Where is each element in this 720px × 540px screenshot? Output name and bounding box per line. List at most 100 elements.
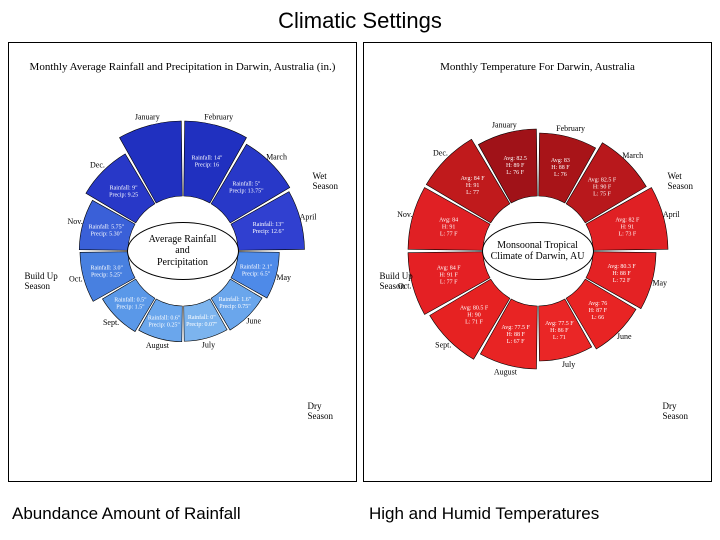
wedge-value: L: 71 [552,335,565,341]
right-panel: Monthly Temperature For Darwin, Australi… [363,42,712,482]
wedge-value: Avg: 76 [588,301,607,307]
month-label: June [616,332,631,341]
wedge-value: H: 88 F [551,165,570,171]
wedge-value: Avg: 84 [439,217,458,223]
month-label: June [246,317,261,326]
month-label: March [622,151,643,160]
wedge-value: Precip: 5.25" [90,272,122,278]
left-radial: January February Rainfall: 14"Precip: 16 Ma… [33,101,333,401]
wedge-value: Rainfall: 5" [232,181,260,188]
season-label: Dry Season [663,401,689,421]
wedge-value: Rainfall: 2.1" [239,263,272,270]
wedge-value: Precip: 13.75" [229,189,264,195]
wedge-value: Rainfall: 0.5" [114,296,147,303]
wedge-value: Precip: 6.5" [241,271,270,277]
wedge-value: H: 91 [441,224,455,230]
wedge-value: Rainfall: 9" [109,184,137,191]
wedge-value: Rainfall: 3.0" [90,264,123,271]
wedge-value: Avg: 84 F [460,176,485,182]
wedge-value: Precip: 0.25" [148,322,180,328]
caption-left: Abundance Amount of Rainfall [12,504,351,524]
wedge-value: Avg: 82.5 [503,156,527,162]
wedge-value: Avg: 82 F [615,217,640,223]
page-title: Climatic Settings [0,8,720,34]
month-label: August [145,341,169,350]
wedge-value: Precip: 12.6" [252,229,284,235]
month-label: Dec. [432,148,447,157]
wedge-value: L: 72 F [612,278,630,284]
wedge-value: Precip: 0.75" [219,304,251,310]
wedge-value: Rainfall: 14" [191,155,222,162]
wedge-value: Rainfall: 0" [187,314,215,321]
wedge-value: H: 89 F [505,163,524,169]
wedge-value: L: 77 [466,190,479,196]
month-label: February [204,113,233,122]
wedge-value: L: 75 F [593,191,611,197]
month-label: April [662,210,680,219]
wedge-value: Precip: 0.07" [186,322,218,328]
month-label: Sept. [102,318,118,327]
wedge-value: Rainfall: 5.75" [88,223,124,230]
wedge-value: Avg: 77.5 F [545,321,574,327]
panel-row: Monthly Average Rainfall and Precipitati… [8,42,712,482]
month-label: July [201,341,214,350]
wedge-value: H: 87 F [588,308,607,314]
wedge-value: Rainfall: 13" [252,221,283,228]
wedge-value: Precip: 16 [194,163,219,169]
right-center-label: Monsoonal TropicalClimate of Darwin, AU [482,222,594,280]
month-label: July [561,360,574,369]
wedge-value: Precip: 5.30" [90,231,122,237]
wedge-value: Avg: 84 F [436,265,461,271]
wedge-value: Rainfall: 1.6" [218,296,251,303]
left-chart-title: Monthly Average Rainfall and Precipitati… [9,61,356,73]
season-label: Dry Season [308,401,334,421]
wedge-value: H: 91 [465,183,479,189]
wedge-value: H: 90 F [592,184,611,190]
captions-row: Abundance Amount of Rainfall High and Hu… [12,504,708,524]
wedge-value: H: 88 F [612,271,631,277]
wedge-value: Avg: 80.3 F [607,264,636,270]
right-radial: January Avg: 82.5H: 89 FL: 76 F February Av… [388,101,688,401]
month-label: Sept. [435,341,451,350]
season-label: Wet Season [313,171,339,191]
wedge-value: Precip: 1.5" [116,304,145,310]
month-label: April [299,212,317,221]
wedge-value: L: 76 F [506,170,524,176]
wedge-value: Precip: 9.25 [109,192,138,198]
season-label: Build UpSeason [25,271,58,291]
wedge-value: L: 71 F [465,319,483,325]
month-label: Dec. [89,160,104,169]
right-chart-title: Monthly Temperature For Darwin, Australi… [364,61,711,73]
wedge-value: L: 66 [591,315,604,321]
caption-right: High and Humid Temperatures [351,504,708,524]
month-label: January [491,120,516,129]
month-label: Nov. [67,217,82,226]
wedge-value: H: 88 F [506,332,525,338]
month-label: March [266,152,287,161]
wedge-value: L: 67 F [506,339,524,345]
wedge-value: Avg: 83 [550,158,569,164]
wedge-value: L: 77 F [439,231,457,237]
month-label: May [276,273,291,282]
left-center-label: Average RainfallandPercipitation [127,222,239,280]
season-label: Build UpSeason [380,271,413,291]
month-label: January [134,113,159,122]
month-label: May [652,278,667,287]
wedge-value: Avg: 80.5 F [459,305,488,311]
wedge-value: Avg: 77.5 F [501,325,530,331]
wedge-value: L: 73 F [618,231,636,237]
wedge-value: L: 77 F [439,279,457,285]
left-panel: Monthly Average Rainfall and Precipitati… [8,42,357,482]
wedge-value: H: 90 [467,312,481,318]
wedge-value: Avg: 82.5 F [587,177,616,183]
wedge-value: H: 91 [620,224,634,230]
month-label: February [556,124,585,133]
month-label: Nov. [397,210,412,219]
wedge-value: Rainfall: 0.6" [147,314,180,321]
wedge-value: H: 86 F [550,328,569,334]
wedge-value: L: 76 [553,172,566,178]
wedge-value: H: 91 F [439,272,458,278]
season-label: Wet Season [668,171,694,191]
month-label: August [493,368,517,377]
month-label: Oct. [69,275,83,284]
